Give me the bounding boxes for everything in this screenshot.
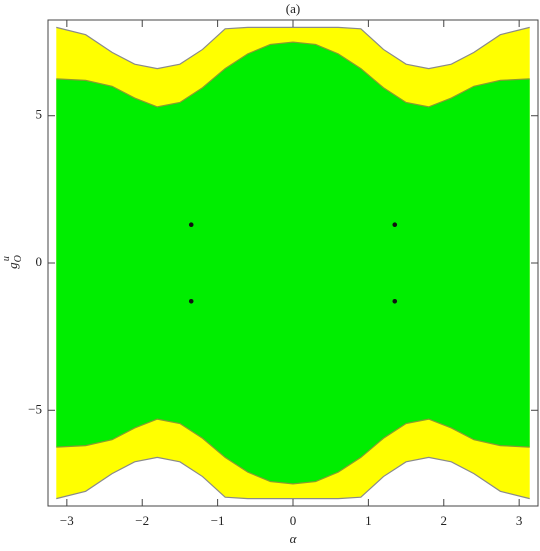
region-fill — [56, 42, 530, 484]
y-axis-label: gOu — [1, 255, 24, 269]
x-tick-label: 1 — [365, 513, 372, 528]
point — [392, 222, 398, 228]
y-tick-label: 5 — [36, 107, 43, 122]
x-tick-label: −1 — [211, 513, 225, 528]
point — [392, 298, 398, 304]
plot-area — [56, 26, 530, 500]
y-tick-label: −5 — [28, 401, 42, 416]
y-label-sub: O — [13, 255, 24, 262]
region-boundary — [56, 418, 530, 485]
chart-title: (a) — [286, 1, 300, 16]
x-tick-label: 2 — [441, 513, 448, 528]
x-tick-label: 3 — [516, 513, 523, 528]
y-label-sup: u — [1, 256, 12, 261]
point — [188, 222, 194, 228]
y-tick-label: 0 — [36, 254, 43, 269]
point — [188, 298, 194, 304]
y-label-base: g — [5, 262, 20, 269]
x-axis-label: α — [290, 531, 298, 546]
x-tick-label: 0 — [290, 513, 297, 528]
region-boundary — [56, 41, 530, 108]
x-tick-label: −3 — [60, 513, 74, 528]
region-boundary — [56, 456, 530, 500]
x-tick-label: −2 — [135, 513, 149, 528]
region-boundary — [56, 26, 530, 70]
